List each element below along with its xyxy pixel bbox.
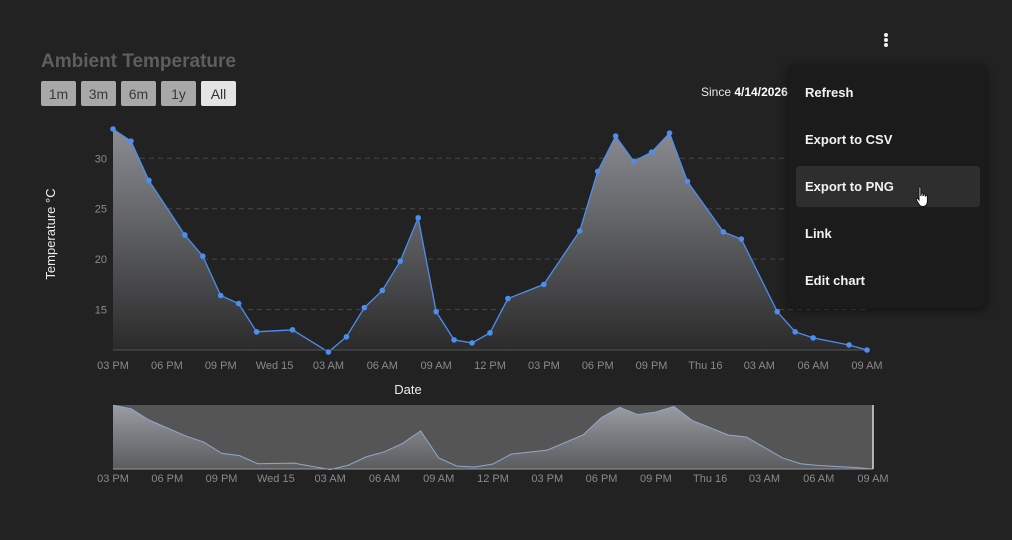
navigator[interactable] xyxy=(112,404,874,471)
data-point xyxy=(810,335,816,341)
y-tick-label: 25 xyxy=(95,204,107,216)
data-points xyxy=(110,126,870,355)
data-point xyxy=(415,215,421,221)
navigator-tick-label: 03 PM xyxy=(531,473,563,485)
data-point xyxy=(379,287,386,294)
data-point xyxy=(738,236,745,242)
data-point xyxy=(541,281,547,288)
menu-item-refresh[interactable]: Refresh xyxy=(805,85,854,100)
x-axis-ticks: 03 PM 06 PM 09 PM Wed 15 03 AM 06 AM 09 AM 12 P… xyxy=(97,360,882,372)
menu-item-edit-chart[interactable]: Edit chart xyxy=(805,273,865,288)
y-tick-label: 15 xyxy=(95,305,107,317)
data-point xyxy=(720,229,727,235)
navigator-tick-label: 06 AM xyxy=(369,473,400,485)
data-point xyxy=(648,149,655,156)
navigator-tick-label: 06 AM xyxy=(803,473,834,485)
y-tick-label: 30 xyxy=(95,153,107,165)
data-point xyxy=(774,308,781,315)
y-axis-ticks: 15 20 25 30 xyxy=(95,153,107,316)
data-point xyxy=(684,178,691,185)
data-point xyxy=(253,329,260,335)
data-point xyxy=(666,130,673,136)
data-point xyxy=(325,349,332,355)
chart-title: Ambient Temperature xyxy=(41,51,236,72)
navigator-tick-label: Thu 16 xyxy=(693,473,727,485)
navigator-tick-label: 09 AM xyxy=(423,473,454,485)
x-tick-label: 06 PM xyxy=(151,360,183,372)
x-tick-label: 09 PM xyxy=(205,360,237,372)
menu-item-export-csv[interactable]: Export to CSV xyxy=(805,132,893,147)
series-area xyxy=(112,128,868,353)
navigator-tick-label: 06 PM xyxy=(586,473,618,485)
since-label: Since xyxy=(701,85,732,99)
data-point xyxy=(128,138,134,144)
data-point xyxy=(792,329,798,335)
data-point xyxy=(864,347,870,353)
data-point xyxy=(594,168,601,175)
range-6m-button[interactable]: 6m xyxy=(121,81,156,106)
x-tick-label: 12 PM xyxy=(474,360,506,372)
range-3m-button[interactable]: 3m xyxy=(81,81,116,106)
navigator-tick-label: 09 PM xyxy=(206,473,238,485)
range-1m-button[interactable]: 1m xyxy=(41,81,76,106)
data-point xyxy=(469,340,475,346)
data-point xyxy=(612,133,619,139)
data-point xyxy=(217,292,224,299)
navigator-tick-label: 03 PM xyxy=(97,473,129,485)
x-axis-label: Date xyxy=(394,382,421,397)
since-date-label: Since 4/14/2026 xyxy=(701,85,788,99)
range-all-button[interactable]: All xyxy=(201,81,236,106)
x-tick-label: 03 PM xyxy=(97,360,129,372)
navigator-tick-label: Wed 15 xyxy=(257,473,295,485)
hand-pointer-icon xyxy=(915,186,928,207)
navigator-tick-label: 03 AM xyxy=(315,473,346,485)
data-point xyxy=(397,258,404,265)
menu-item-link[interactable]: Link xyxy=(805,226,832,241)
y-axis-label: Temperature °C xyxy=(43,188,58,279)
kebab-icon[interactable] xyxy=(879,31,893,49)
x-tick-label: 09 PM xyxy=(636,360,668,372)
x-tick-label: 03 AM xyxy=(744,360,775,372)
navigator-tick-label: 12 PM xyxy=(477,473,509,485)
x-tick-label: Thu 16 xyxy=(688,360,722,372)
data-point xyxy=(433,308,439,315)
navigator-tick-label: 09 PM xyxy=(640,473,672,485)
data-point xyxy=(235,300,242,307)
navigator-tick-label: 03 AM xyxy=(749,473,780,485)
area-fill xyxy=(113,129,867,353)
x-tick-label: 06 AM xyxy=(367,360,398,372)
data-point xyxy=(576,228,583,234)
data-point xyxy=(343,334,350,340)
data-point xyxy=(846,342,852,348)
data-point xyxy=(289,327,296,333)
navigator-tick-label: 06 PM xyxy=(151,473,183,485)
x-tick-label: 03 AM xyxy=(313,360,344,372)
context-menu: Refresh Export to CSV Export to PNG Link… xyxy=(788,65,986,308)
data-point xyxy=(199,253,206,259)
x-tick-label: Wed 15 xyxy=(256,360,294,372)
x-tick-label: 06 AM xyxy=(798,360,829,372)
x-tick-label: 03 PM xyxy=(528,360,560,372)
data-point xyxy=(182,232,188,238)
data-point xyxy=(630,158,637,165)
x-tick-label: 09 AM xyxy=(421,360,452,372)
navigator-line xyxy=(112,404,874,471)
range-selector: 1m 3m 6m 1y All xyxy=(41,81,236,106)
data-point xyxy=(361,304,368,311)
data-point xyxy=(487,330,493,336)
data-point xyxy=(505,295,511,302)
data-point xyxy=(110,126,116,132)
menu-item-export-png[interactable]: Export to PNG xyxy=(796,166,980,207)
x-tick-label: 09 AM xyxy=(851,360,882,372)
since-date: 4/14/2026 xyxy=(734,85,788,99)
data-point xyxy=(451,337,457,343)
range-1y-button[interactable]: 1y xyxy=(161,81,196,106)
y-tick-label: 20 xyxy=(95,254,107,266)
x-tick-label: 06 PM xyxy=(582,360,614,372)
navigator-area xyxy=(113,405,873,470)
navigator-x-ticks: 03 PM 06 PM 09 PM Wed 15 03 AM 06 AM 09 AM 12 P… xyxy=(97,473,888,485)
data-point xyxy=(146,177,152,184)
navigator-tick-label: 09 AM xyxy=(857,473,888,485)
